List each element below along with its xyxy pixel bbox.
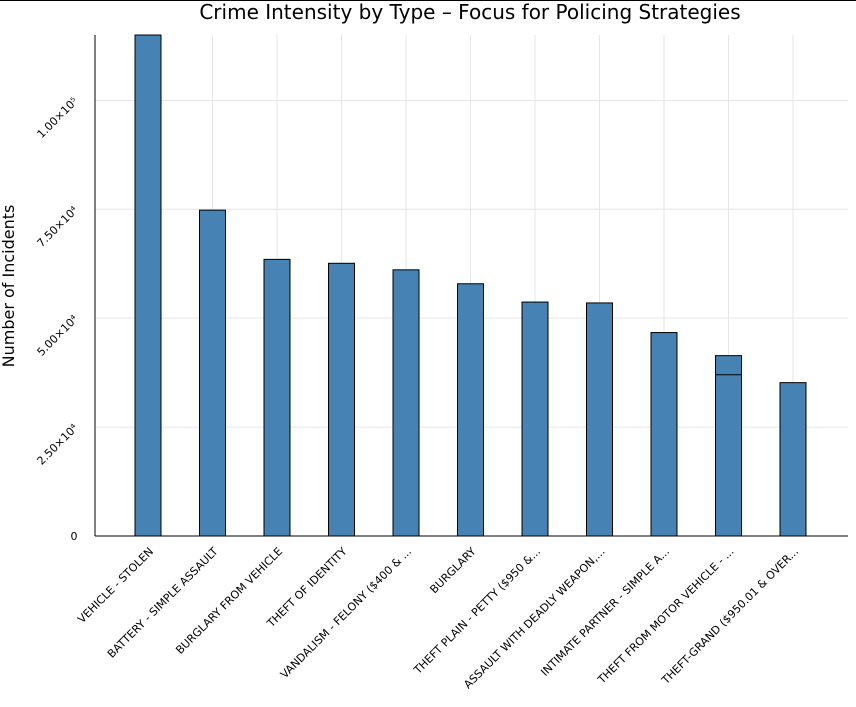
bar — [586, 302, 613, 537]
y-axis-label: Number of Incidents — [0, 205, 18, 368]
y-tick-label: 7.50×10⁴ — [34, 203, 80, 249]
x-tick-label: THEFT FROM MOTOR VEHICLE - ... — [595, 545, 737, 687]
x-tick-label: BURGLARY FROM VEHICLE — [173, 545, 285, 657]
x-tick-label: BATTERY - SIMPLE ASSAULT — [105, 545, 221, 661]
bar — [457, 283, 484, 537]
x-tick-label: THEFT-GRAND ($950.01 & OVER... — [659, 545, 802, 688]
bar — [521, 301, 549, 537]
x-tick-label: THEFT PLAIN - PETTY ($950 &... — [411, 545, 543, 677]
bar — [199, 209, 226, 537]
bar — [779, 382, 807, 537]
y-tick-label: 5.00×10⁴ — [34, 312, 80, 358]
bar — [650, 332, 678, 537]
y-tick-labels: 0 2.50×10⁴ 5.00×10⁴ 7.50×10⁴ 1.00×10⁵ — [34, 95, 80, 543]
bar — [392, 269, 420, 537]
axes — [0, 0, 856, 537]
x-tick-label: BURGLARY — [427, 545, 478, 596]
chart-title: Crime Intensity by Type – Focus for Poli… — [199, 0, 740, 24]
bar — [328, 262, 355, 537]
bar — [134, 34, 162, 537]
x-tick-label: VANDALISM - FELONY ($400 & ... — [278, 545, 414, 681]
y-tick-label: 1.00×10⁵ — [34, 95, 80, 141]
y-tick-label: 2.50×10⁴ — [34, 421, 80, 467]
bar — [715, 355, 742, 537]
x-tick-label: ASSAULT WITH DEADLY WEAPON,... — [461, 545, 607, 691]
y-tick-label: 0 — [71, 530, 78, 543]
bar — [263, 258, 291, 537]
bars — [134, 34, 807, 537]
x-tick-label: INTIMATE PARTNER - SIMPLE A... — [538, 545, 672, 679]
